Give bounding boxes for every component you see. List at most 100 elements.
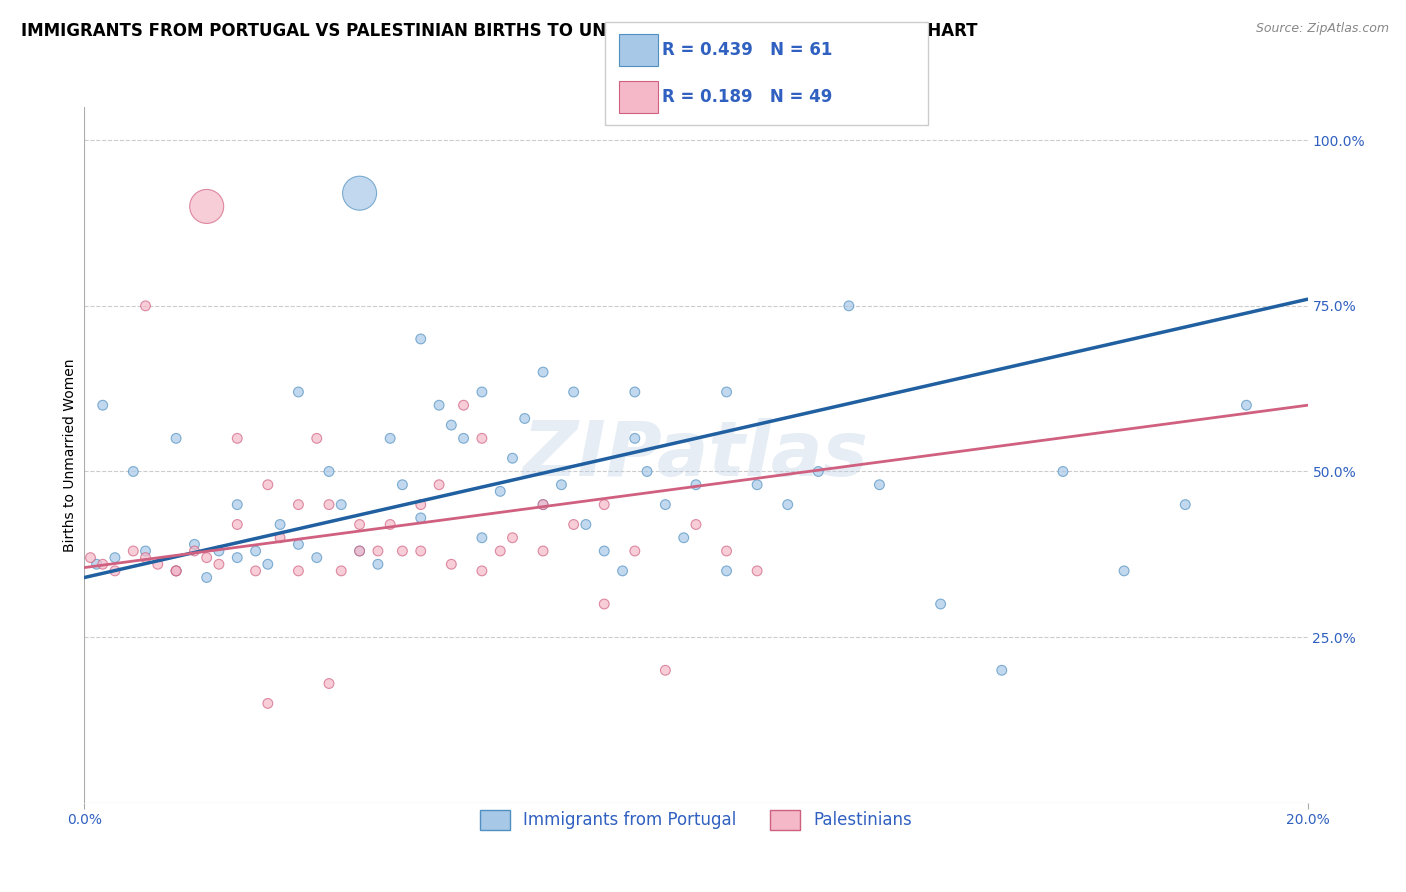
Point: [391, 477, 413, 491]
Point: [104, 550, 127, 565]
Point: [716, 384, 738, 399]
Point: [716, 564, 738, 578]
Point: [636, 465, 658, 479]
Point: [269, 531, 291, 545]
Point: [349, 517, 371, 532]
Point: [330, 498, 353, 512]
Point: [183, 544, 205, 558]
Point: [1114, 564, 1136, 578]
Point: [747, 564, 769, 578]
Point: [624, 431, 647, 445]
Point: [305, 550, 328, 565]
Point: [562, 517, 585, 532]
Point: [654, 663, 676, 677]
Point: [685, 477, 707, 491]
Point: [245, 544, 267, 558]
Point: [531, 498, 554, 512]
Point: [257, 558, 280, 572]
Point: [685, 517, 707, 532]
Point: [269, 517, 291, 532]
Point: [226, 498, 249, 512]
Point: [747, 477, 769, 491]
Point: [135, 299, 157, 313]
Point: [349, 544, 371, 558]
Point: [1236, 398, 1258, 412]
Point: [122, 544, 145, 558]
Point: [135, 550, 157, 565]
Point: [165, 564, 187, 578]
Point: [550, 477, 572, 491]
Point: [562, 384, 585, 399]
Point: [257, 697, 280, 711]
Point: [165, 564, 187, 578]
Point: [349, 186, 371, 201]
Point: [380, 431, 402, 445]
Point: [593, 597, 616, 611]
Point: [380, 517, 402, 532]
Point: [318, 498, 340, 512]
Point: [208, 558, 231, 572]
Point: [471, 384, 494, 399]
Point: [287, 564, 309, 578]
Point: [195, 570, 218, 584]
Y-axis label: Births to Unmarried Women: Births to Unmarried Women: [63, 359, 77, 551]
Point: [226, 517, 249, 532]
Point: [135, 544, 157, 558]
Point: [513, 411, 536, 425]
Point: [453, 398, 475, 412]
Point: [654, 498, 676, 512]
Point: [318, 465, 340, 479]
Point: [612, 564, 634, 578]
Point: [807, 465, 830, 479]
Point: [1174, 498, 1197, 512]
Text: ZIPatlas: ZIPatlas: [523, 418, 869, 491]
Point: [305, 431, 328, 445]
Point: [672, 531, 695, 545]
Point: [776, 498, 799, 512]
Point: [195, 550, 218, 565]
Text: Source: ZipAtlas.com: Source: ZipAtlas.com: [1256, 22, 1389, 36]
Point: [453, 431, 475, 445]
Point: [593, 544, 616, 558]
Point: [349, 544, 371, 558]
Point: [287, 384, 309, 399]
Point: [716, 544, 738, 558]
Point: [991, 663, 1014, 677]
Text: R = 0.439   N = 61: R = 0.439 N = 61: [662, 41, 832, 59]
Point: [79, 550, 101, 565]
Point: [287, 498, 309, 512]
Point: [624, 384, 647, 399]
Point: [226, 550, 249, 565]
Point: [104, 564, 127, 578]
Point: [195, 199, 218, 213]
Point: [165, 431, 187, 445]
Point: [409, 498, 432, 512]
Point: [471, 564, 494, 578]
Point: [575, 517, 598, 532]
Point: [929, 597, 952, 611]
Point: [146, 558, 169, 572]
Point: [287, 537, 309, 551]
Point: [226, 431, 249, 445]
Point: [165, 564, 187, 578]
Point: [367, 558, 389, 572]
Point: [427, 477, 450, 491]
Point: [1052, 465, 1074, 479]
Point: [86, 558, 108, 572]
Point: [391, 544, 413, 558]
Point: [531, 365, 554, 379]
Point: [91, 558, 114, 572]
Point: [531, 544, 554, 558]
Point: [245, 564, 267, 578]
Point: [502, 451, 524, 466]
Point: [593, 498, 616, 512]
Point: [489, 484, 512, 499]
Point: [91, 398, 114, 412]
Legend: Immigrants from Portugal, Palestinians: Immigrants from Portugal, Palestinians: [474, 804, 918, 836]
Point: [440, 558, 463, 572]
Point: [122, 465, 145, 479]
Point: [409, 332, 432, 346]
Point: [838, 299, 860, 313]
Point: [502, 531, 524, 545]
Point: [489, 544, 512, 558]
